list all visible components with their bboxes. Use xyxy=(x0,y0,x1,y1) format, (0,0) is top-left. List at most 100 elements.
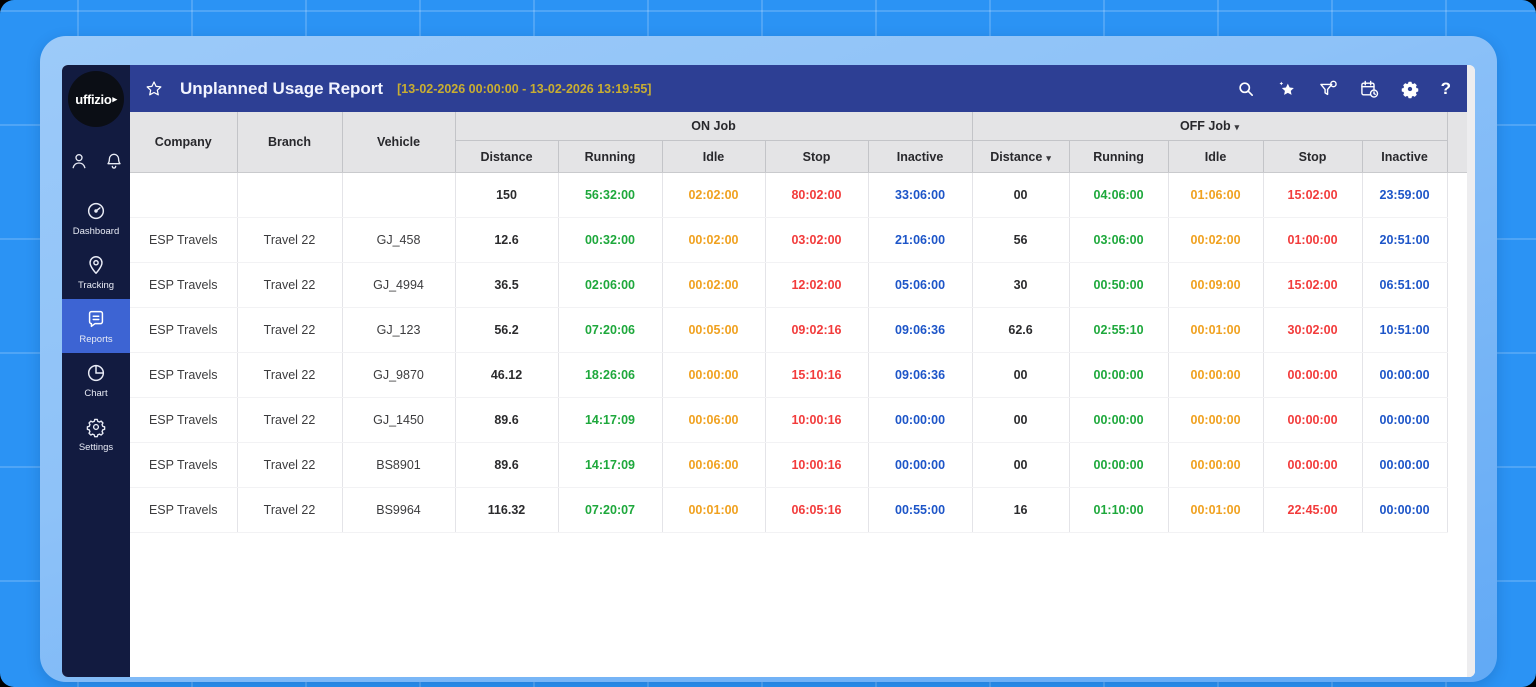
col-group-on-job[interactable]: ON Job xyxy=(455,112,973,141)
cell-filler xyxy=(1447,442,1467,488)
cell-off-idle: 00:00:00 xyxy=(1168,397,1264,443)
cell-company: ESP Travels xyxy=(130,397,238,443)
table-row[interactable]: ESP Travels Travel 22 GJ_458 12.6 00:32:… xyxy=(130,217,1467,263)
schedule-calendar-icon[interactable] xyxy=(1359,79,1379,99)
cell-off-inactive: 00:00:00 xyxy=(1362,487,1448,533)
cell-off-distance: 00 xyxy=(972,172,1070,218)
sidebar-item-settings[interactable]: Settings xyxy=(62,407,130,461)
cell-off-stop: 30:02:00 xyxy=(1263,307,1363,353)
cell-off-distance: 56 xyxy=(972,217,1070,263)
cell-on-stop: 09:02:16 xyxy=(765,307,869,353)
table-row[interactable]: ESP Travels Travel 22 GJ_9870 46.12 18:2… xyxy=(130,352,1467,398)
col-group-off-job[interactable]: OFF Job ▾ xyxy=(972,112,1448,141)
cell-on-stop: 10:00:16 xyxy=(765,442,869,488)
cell-on-running: 18:26:06 xyxy=(558,352,663,398)
cell-off-distance: 00 xyxy=(972,352,1070,398)
help-icon[interactable]: ? xyxy=(1440,79,1451,98)
notifications-bell-icon[interactable] xyxy=(104,151,124,171)
cell-on-inactive: 09:06:36 xyxy=(868,352,973,398)
col-header-label: Idle xyxy=(702,149,725,164)
cell-filler xyxy=(1447,262,1467,308)
report-table-container: Company Branch Vehicle ON Job OFF Job ▾ D… xyxy=(130,112,1467,677)
header-filler xyxy=(1447,112,1467,173)
main-panel: Unplanned Usage Report [13-02-2026 00:00… xyxy=(130,65,1467,677)
sidebar-item-chart[interactable]: Chart xyxy=(62,353,130,407)
cell-on-distance: 12.6 xyxy=(455,217,559,263)
user-icon[interactable] xyxy=(69,151,89,171)
settings-gear-icon[interactable] xyxy=(1400,79,1420,99)
cell-on-distance: 89.6 xyxy=(455,397,559,443)
col-header-on-stop[interactable]: Stop xyxy=(765,140,869,173)
cell-on-running: 07:20:06 xyxy=(558,307,663,353)
settings-gear-icon xyxy=(85,416,107,438)
cell-on-inactive: 09:06:36 xyxy=(868,307,973,353)
col-header-label: Inactive xyxy=(1381,149,1428,164)
cell-branch: Travel 22 xyxy=(237,442,343,488)
cell-off-inactive: 00:00:00 xyxy=(1362,397,1448,443)
cell-off-running: 00:50:00 xyxy=(1069,262,1169,308)
cell-off-stop: 01:00:00 xyxy=(1263,217,1363,263)
col-header-off-inactive[interactable]: Inactive xyxy=(1362,140,1448,173)
chevron-down-icon: ▾ xyxy=(1234,122,1240,132)
cell-off-idle: 00:00:00 xyxy=(1168,442,1264,488)
col-header-off-distance[interactable]: Distance ▾ xyxy=(972,140,1070,173)
favorite-star-icon[interactable] xyxy=(144,79,164,99)
table-row[interactable]: ESP Travels Travel 22 GJ_123 56.2 07:20:… xyxy=(130,307,1467,353)
cell-on-inactive: 05:06:00 xyxy=(868,262,973,308)
col-header-on-distance[interactable]: Distance xyxy=(455,140,559,173)
scrollbar-track[interactable] xyxy=(1467,65,1475,677)
col-header-on-running[interactable]: Running xyxy=(558,140,663,173)
cell-off-inactive: 20:51:00 xyxy=(1362,217,1448,263)
col-header-on-idle[interactable]: Idle xyxy=(662,140,766,173)
cell-on-stop: 10:00:16 xyxy=(765,397,869,443)
col-header-off-stop[interactable]: Stop xyxy=(1263,140,1363,173)
cell-branch: Travel 22 xyxy=(237,307,343,353)
table-row[interactable]: ESP Travels Travel 22 GJ_1450 89.6 14:17… xyxy=(130,397,1467,443)
col-header-branch[interactable]: Branch xyxy=(237,112,343,173)
logo-text: uffizio xyxy=(75,91,112,107)
cell-on-idle: 00:01:00 xyxy=(662,487,766,533)
sidebar-item-tracking[interactable]: Tracking xyxy=(62,245,130,299)
cell-on-distance: 46.12 xyxy=(455,352,559,398)
col-header-vehicle[interactable]: Vehicle xyxy=(342,112,456,173)
cell-vehicle: BS9964 xyxy=(342,487,456,533)
table-row[interactable]: ESP Travels Travel 22 BS8901 89.6 14:17:… xyxy=(130,442,1467,488)
cell-on-running: 07:20:07 xyxy=(558,487,663,533)
cell-company: ESP Travels xyxy=(130,307,238,353)
cell-off-idle: 00:09:00 xyxy=(1168,262,1264,308)
app-window-frame: uffizio ▸ Dashboard xyxy=(40,36,1497,682)
cell-on-inactive: 21:06:00 xyxy=(868,217,973,263)
cell-filler xyxy=(1447,487,1467,533)
col-header-on-inactive[interactable]: Inactive xyxy=(868,140,973,173)
search-icon[interactable] xyxy=(1236,79,1256,99)
cell-on-distance: 150 xyxy=(455,172,559,218)
cell-on-idle: 00:00:00 xyxy=(662,352,766,398)
sidebar-item-dashboard[interactable]: Dashboard xyxy=(62,191,130,245)
col-header-company[interactable]: Company xyxy=(130,112,238,173)
col-header-label: Stop xyxy=(1298,149,1327,164)
cell-off-running: 00:00:00 xyxy=(1069,352,1169,398)
cell-on-stop: 06:05:16 xyxy=(765,487,869,533)
cell-off-inactive: 00:00:00 xyxy=(1362,442,1448,488)
report-titlebar: Unplanned Usage Report [13-02-2026 00:00… xyxy=(130,65,1467,112)
sidebar-item-reports[interactable]: Reports xyxy=(62,299,130,353)
col-header-label: Company xyxy=(154,135,212,149)
table-body: 150 56:32:00 02:02:00 80:02:00 33:06:00 … xyxy=(130,172,1467,533)
cell-branch: Travel 22 xyxy=(237,397,343,443)
cell-on-distance: 56.2 xyxy=(455,307,559,353)
table-row[interactable]: 150 56:32:00 02:02:00 80:02:00 33:06:00 … xyxy=(130,172,1467,218)
cell-off-inactive: 23:59:00 xyxy=(1362,172,1448,218)
cell-vehicle: GJ_1450 xyxy=(342,397,456,443)
table-row[interactable]: ESP Travels Travel 22 GJ_4994 36.5 02:06… xyxy=(130,262,1467,308)
filter-funnel-icon[interactable] xyxy=(1318,79,1338,99)
cell-on-idle: 00:05:00 xyxy=(662,307,766,353)
cell-filler xyxy=(1447,352,1467,398)
table-row[interactable]: ESP Travels Travel 22 BS9964 116.32 07:2… xyxy=(130,487,1467,533)
page-title: Unplanned Usage Report xyxy=(180,78,384,98)
cell-branch: Travel 22 xyxy=(237,262,343,308)
cell-off-stop: 00:00:00 xyxy=(1263,397,1363,443)
cell-on-inactive: 00:00:00 xyxy=(868,442,973,488)
col-header-off-running[interactable]: Running xyxy=(1069,140,1169,173)
col-header-off-idle[interactable]: Idle xyxy=(1168,140,1264,173)
favorites-filled-star-icon[interactable] xyxy=(1277,79,1297,99)
